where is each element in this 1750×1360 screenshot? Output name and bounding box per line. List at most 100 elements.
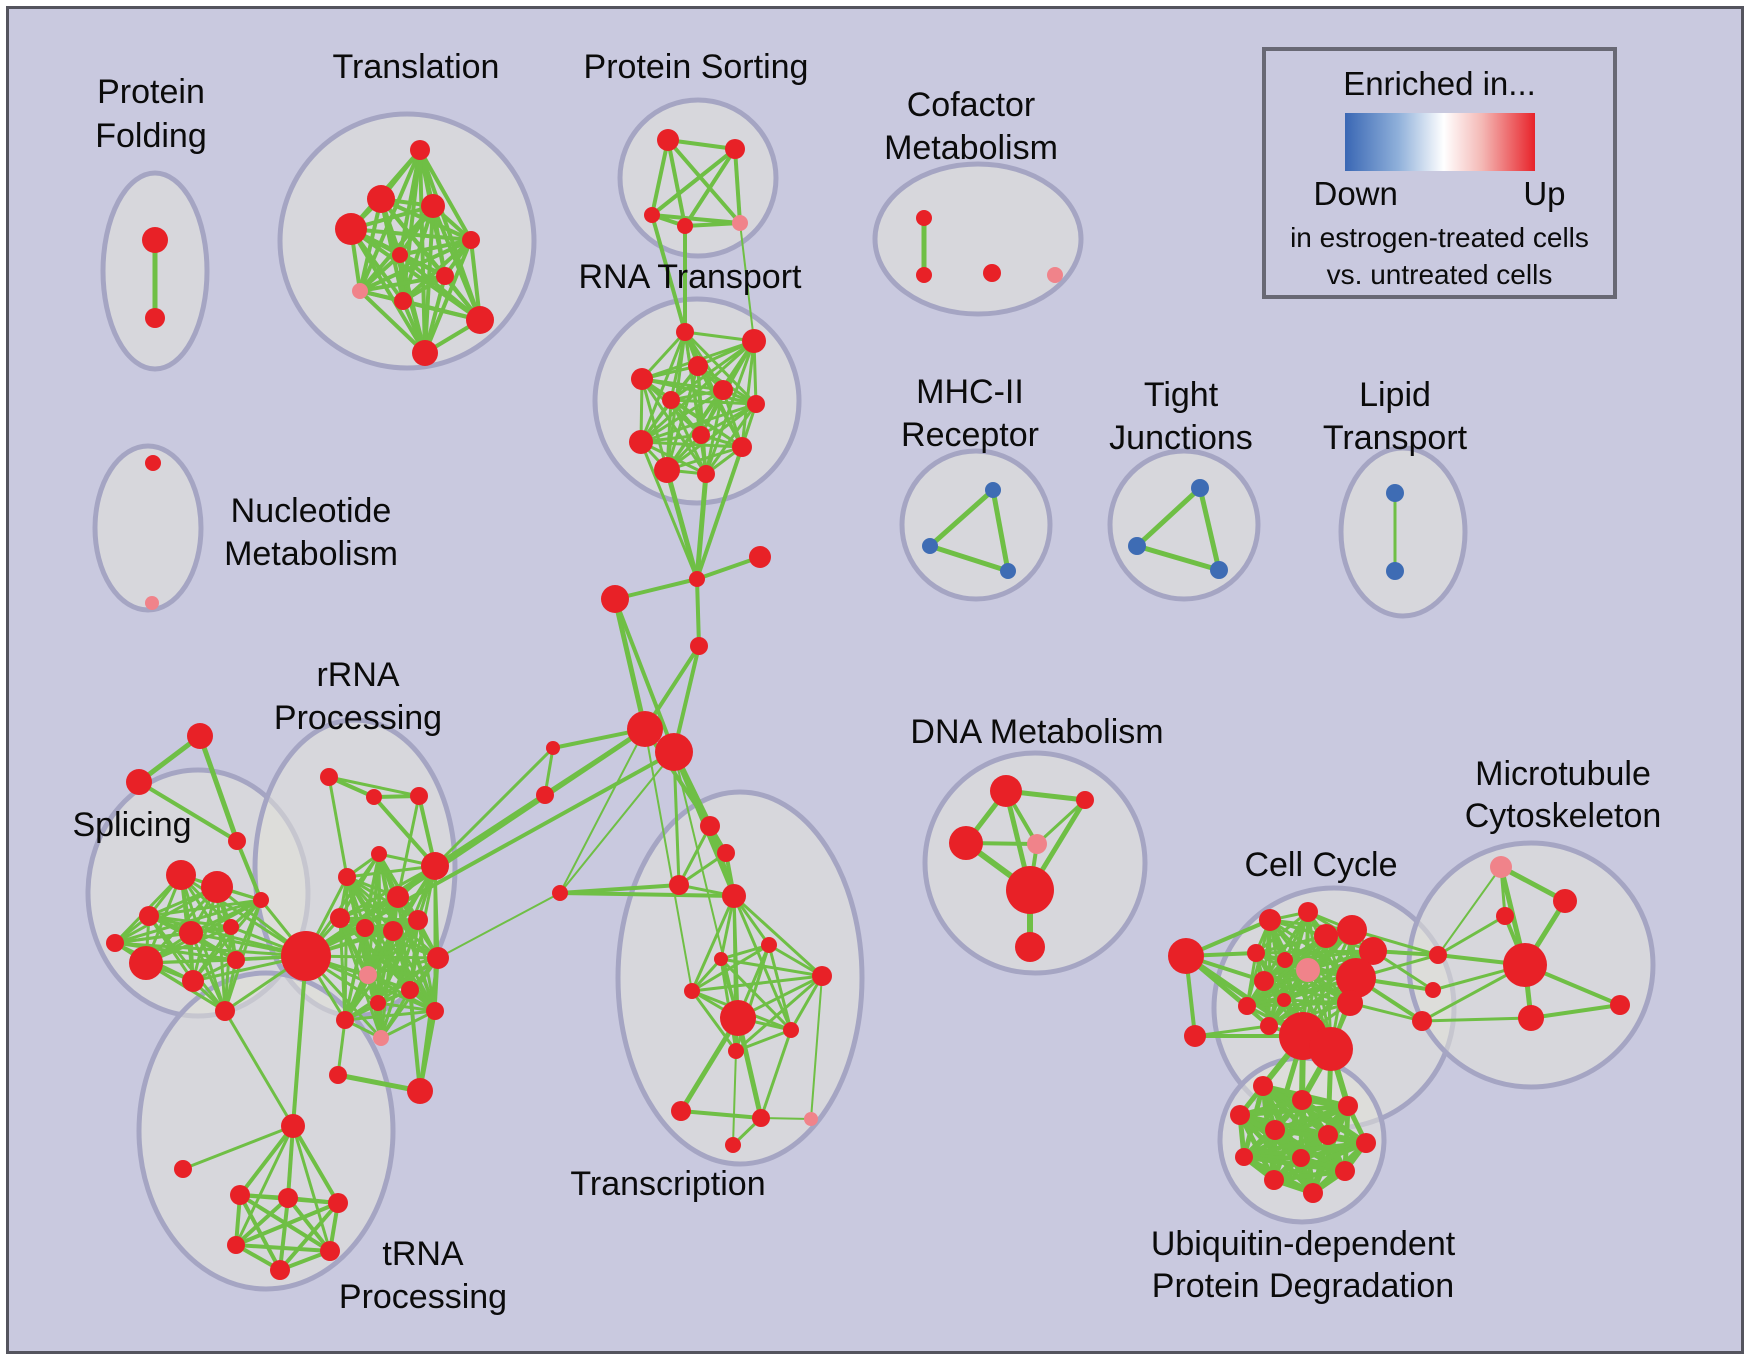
edge-ps1-ps5 — [666, 138, 742, 225]
cluster-label-mhc-ii-receptor-line0: MHC-II — [916, 373, 1024, 411]
node-t4 — [335, 213, 367, 245]
edge-br3-br6 — [613, 598, 676, 753]
edge-tx10-tx11 — [735, 1028, 792, 1053]
edge-r9-r18 — [363, 927, 437, 1012]
node-tx15 — [725, 1137, 741, 1153]
edge-br1-br4 — [695, 578, 701, 647]
edge-ps4-ps5 — [684, 221, 741, 228]
edge-tx11-tx15 — [732, 1050, 737, 1146]
edge-rt4-rt7 — [641, 377, 757, 406]
node-r9 — [356, 919, 374, 937]
edge-tx7-tx8 — [691, 974, 823, 993]
node-c15 — [1336, 958, 1376, 998]
edge-hub1-th1 — [291, 955, 308, 1127]
cluster-ellipse-cofactor-metabolism — [872, 161, 1084, 317]
node-sp5 — [223, 919, 239, 935]
node-rt3 — [688, 356, 708, 376]
node-br1 — [689, 571, 705, 587]
node-rt8 — [692, 426, 710, 444]
edge-rr20-r19 — [337, 1072, 421, 1094]
edge-tn4-tn7 — [278, 1201, 340, 1272]
edge-th1-tn3 — [286, 1125, 295, 1199]
edge-r9-r16 — [343, 927, 367, 1021]
legend-gradient-bar — [1344, 113, 1535, 171]
node-m6 — [1610, 995, 1630, 1015]
cluster-label-trna-processing-line0: tRNA — [382, 1235, 464, 1273]
node-u1 — [1253, 1076, 1273, 1096]
cluster-label-cell-cycle-line0: Cell Cycle — [1244, 846, 1397, 884]
cluster-label-trna-processing-line1: Processing — [339, 1278, 507, 1316]
cluster-label-transcription-line0: Transcription — [570, 1165, 765, 1203]
node-s3 — [228, 832, 246, 850]
node-mh3 — [1000, 563, 1016, 579]
node-cm4 — [1047, 267, 1063, 283]
edge-c21-m5 — [1421, 1016, 1532, 1023]
legend-caption-line2: vs. untreated cells — [1326, 259, 1553, 290]
node-d2 — [1076, 791, 1094, 809]
node-rt10 — [732, 437, 752, 457]
edge-r12-br9 — [437, 892, 561, 959]
edge-c11-c12 — [1267, 935, 1328, 1027]
node-tx8 — [684, 983, 700, 999]
edge-br6-tx3 — [672, 751, 681, 886]
edge-s1-s3 — [197, 735, 240, 842]
edge-tx9-tx12 — [678, 1016, 741, 1113]
node-r6 — [421, 852, 449, 880]
node-r1 — [320, 768, 338, 786]
edge-rt2-rt10 — [740, 340, 756, 448]
node-t2 — [367, 185, 395, 213]
node-sp9 — [227, 951, 245, 969]
edge-sp6-sp7 — [145, 898, 262, 965]
edge-t7-t11 — [423, 275, 447, 354]
node-rt9 — [629, 430, 653, 454]
node-sp7 — [129, 946, 163, 980]
edge-c19-m1 — [1437, 866, 1502, 956]
node-t7 — [436, 267, 454, 285]
cluster-label-translation-line0: Translation — [333, 48, 500, 86]
edge-rt1-rt7 — [683, 330, 758, 406]
node-cm3 — [983, 264, 1001, 282]
node-tx3 — [669, 875, 689, 895]
node-r17 — [373, 1030, 389, 1046]
edge-tx5-tx7 — [768, 943, 823, 978]
figure-background: Protein Folding Translation Protein Sorting… — [6, 6, 1744, 1354]
edge-sp4-sp10 — [189, 932, 227, 1012]
node-r4 — [371, 846, 387, 862]
edge-tj1-tj2 — [1135, 486, 1202, 548]
node-tn7 — [270, 1260, 290, 1280]
node-r15 — [370, 995, 386, 1011]
cluster-label-splicing-line0: Splicing — [72, 806, 191, 844]
edge-tx7-tx10 — [789, 975, 824, 1031]
node-c7 — [1296, 958, 1320, 982]
node-tx5 — [761, 937, 777, 953]
node-tj3 — [1210, 561, 1228, 579]
edge-tx6-tx7 — [720, 957, 823, 978]
cluster-label-rrna-processing-line1: Processing — [274, 699, 442, 737]
edge-br1-br2 — [696, 555, 761, 581]
node-nm2 — [145, 596, 159, 610]
edge-u3-u4 — [1239, 1103, 1349, 1118]
edge-th1-tn5 — [234, 1125, 295, 1246]
node-ps3 — [644, 207, 660, 223]
node-r16 — [336, 1011, 354, 1029]
cluster-ellipse-mhc-ii-receptor — [899, 448, 1053, 602]
node-d1 — [990, 775, 1022, 807]
edge-r1-r3 — [328, 775, 420, 798]
cluster-label-nucleotide-metabolism-line1: Metabolism — [224, 535, 398, 573]
edge-rt4-rt12 — [640, 378, 708, 475]
node-u11 — [1264, 1170, 1284, 1190]
node-tn3 — [278, 1188, 298, 1208]
node-r5 — [338, 868, 356, 886]
node-tx13 — [752, 1109, 770, 1127]
node-rt11 — [654, 457, 680, 483]
node-layer — [106, 129, 1630, 1280]
edge-rt6-rt7 — [670, 398, 757, 406]
edge-br3-br5 — [612, 598, 648, 730]
edge-tn3-tn7 — [278, 1197, 290, 1271]
cluster-label-rna-transport-line0: RNA Transport — [579, 258, 803, 296]
enrichment-network-svg: Protein Folding Translation Protein Sorting… — [72, 48, 1661, 1316]
edge-rt9-rt10 — [640, 440, 743, 449]
node-sp10 — [215, 1001, 235, 1021]
cluster-label-tight-junctions-line0: Tight — [1144, 376, 1219, 414]
